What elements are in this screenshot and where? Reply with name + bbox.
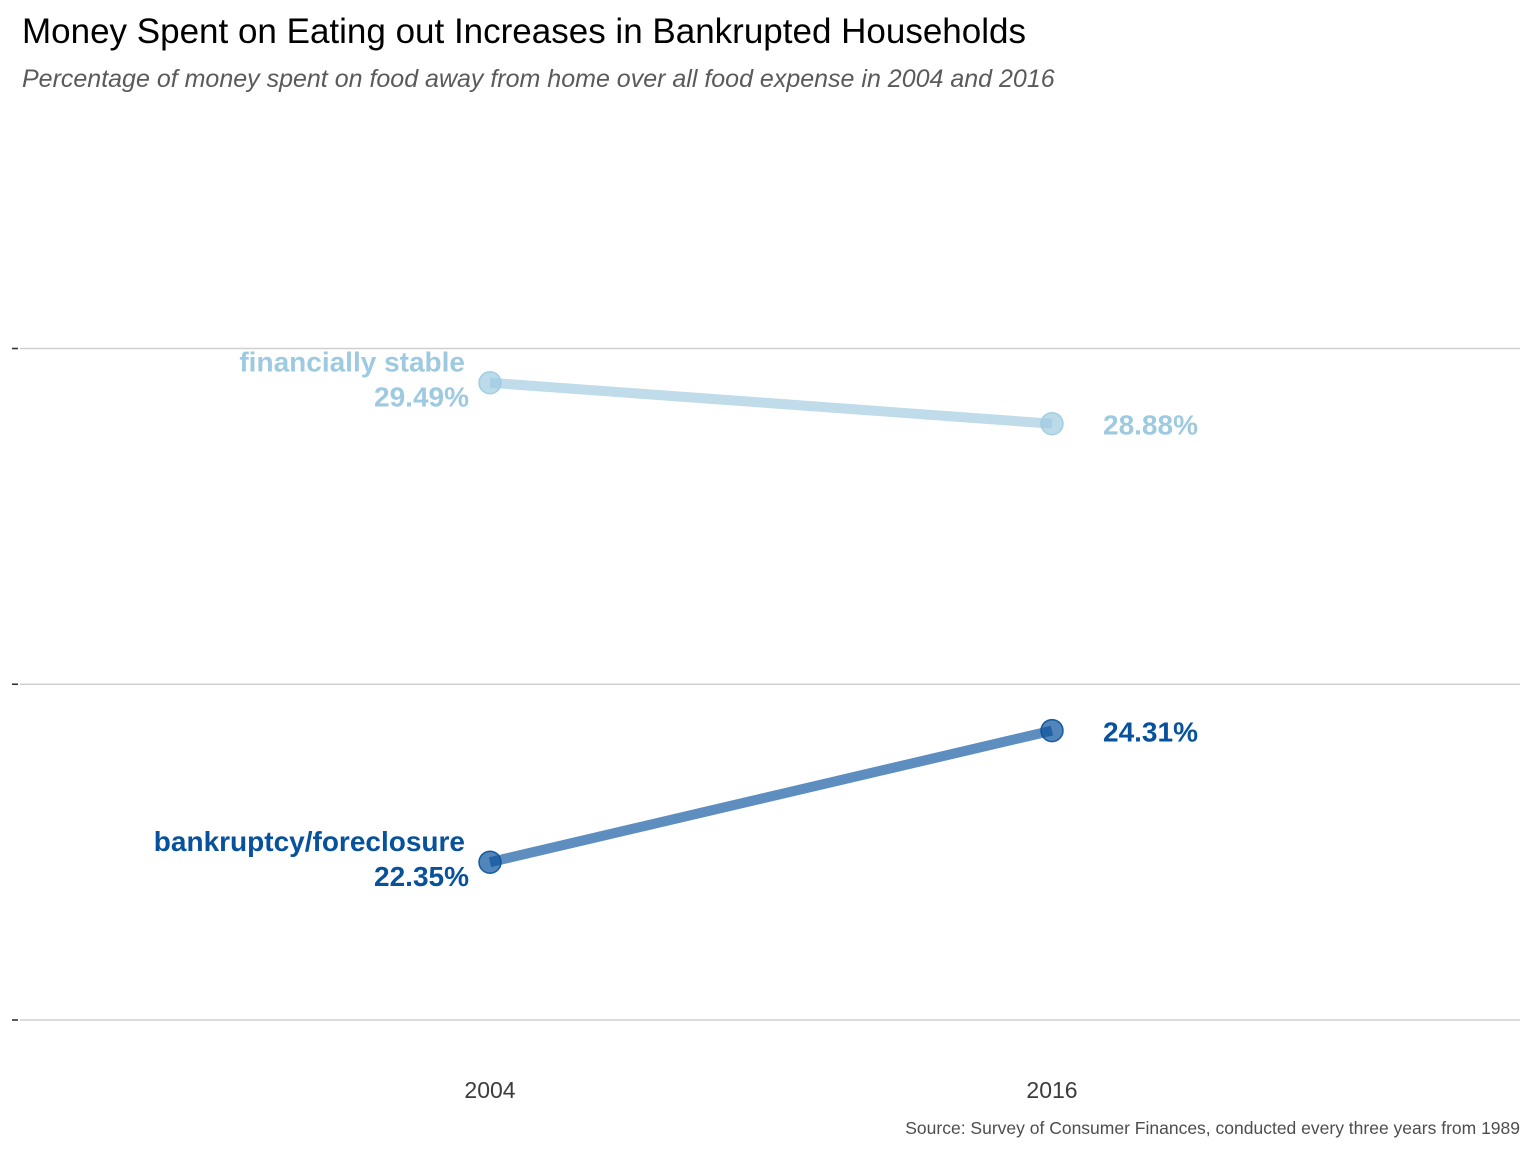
series-0: financially stable 29.49% 28.88% [239,347,1198,441]
series-name-label: bankruptcy/foreclosure [154,826,465,857]
x-tick-label: 2016 [1026,1077,1077,1103]
data-label: 24.31% [1103,717,1198,748]
chart-caption: Source: Survey of Consumer Finances, con… [905,1118,1520,1138]
chart-subtitle: Percentage of money spent on food away f… [22,65,1055,93]
series-layer: financially stable 29.49% 28.88% bankruptcy… [154,347,1198,892]
data-point [1040,411,1064,436]
series-line [489,377,1053,429]
gridlines [12,347,1520,1021]
chart-title: Money Spent on Eating out Increases in B… [22,12,1026,51]
x-axis-tick-labels: 2004 2016 [464,1077,1077,1103]
series-1: bankruptcy/foreclosure 22.35% 24.31% [154,717,1198,893]
data-label: 29.49% [374,382,469,413]
x-tick-label: 2004 [464,1077,515,1103]
data-label: 22.35% [374,861,469,892]
data-point [478,850,502,874]
data-point [1040,718,1064,743]
data-point [478,370,502,395]
series-line [488,725,1054,868]
series-name-label: financially stable [239,347,465,378]
data-label: 28.88% [1103,410,1198,441]
